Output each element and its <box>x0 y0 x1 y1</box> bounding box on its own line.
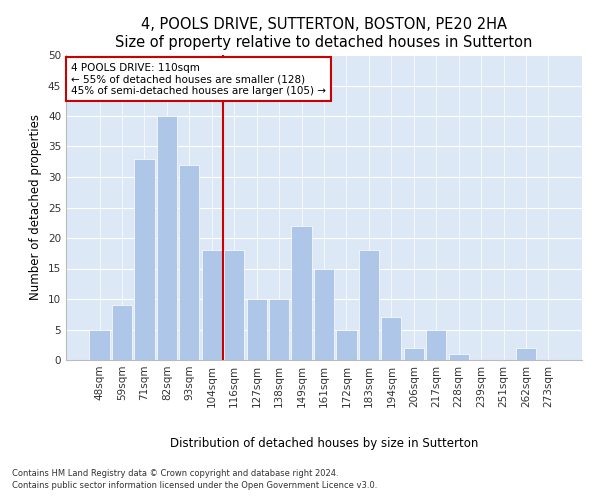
Bar <box>134 158 155 360</box>
Bar <box>449 354 469 360</box>
Bar <box>224 250 244 360</box>
Bar <box>157 116 177 360</box>
Bar <box>359 250 379 360</box>
Bar <box>269 299 289 360</box>
Y-axis label: Number of detached properties: Number of detached properties <box>29 114 43 300</box>
Bar <box>314 268 334 360</box>
Text: Contains HM Land Registry data © Crown copyright and database right 2024.: Contains HM Land Registry data © Crown c… <box>12 469 338 478</box>
Bar <box>202 250 222 360</box>
Bar <box>292 226 311 360</box>
Text: Distribution of detached houses by size in Sutterton: Distribution of detached houses by size … <box>170 438 478 450</box>
Text: 4 POOLS DRIVE: 110sqm
← 55% of detached houses are smaller (128)
45% of semi-det: 4 POOLS DRIVE: 110sqm ← 55% of detached … <box>71 62 326 96</box>
Bar <box>89 330 110 360</box>
Text: Contains public sector information licensed under the Open Government Licence v3: Contains public sector information licen… <box>12 480 377 490</box>
Bar <box>337 330 356 360</box>
Title: 4, POOLS DRIVE, SUTTERTON, BOSTON, PE20 2HA
Size of property relative to detache: 4, POOLS DRIVE, SUTTERTON, BOSTON, PE20 … <box>115 18 533 50</box>
Bar <box>247 299 267 360</box>
Bar <box>179 165 199 360</box>
Bar <box>516 348 536 360</box>
Bar <box>112 305 132 360</box>
Bar <box>404 348 424 360</box>
Bar <box>381 318 401 360</box>
Bar <box>426 330 446 360</box>
